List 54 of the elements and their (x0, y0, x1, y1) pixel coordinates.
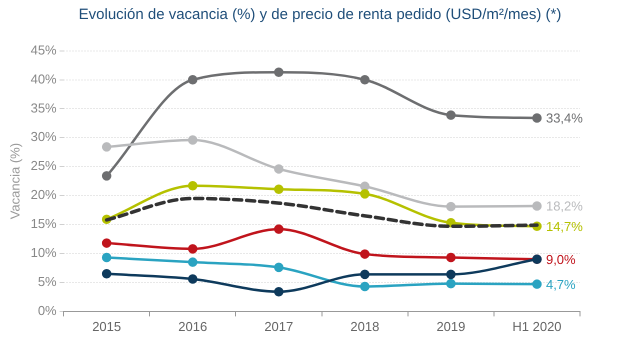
point (102, 269, 112, 279)
point (360, 182, 370, 192)
y-tick-label: 15% (30, 216, 58, 232)
data-label: 4,7% (546, 276, 576, 292)
data-label: 9,0% (546, 252, 576, 267)
y-tick-label: 45% (30, 42, 58, 58)
point (274, 67, 284, 77)
point (188, 274, 198, 284)
x-tick-label: 2019 (436, 318, 466, 334)
point (360, 75, 370, 85)
y-tick-label: 35% (30, 100, 58, 116)
point (446, 110, 456, 120)
x-tick-label: H1 2020 (512, 318, 562, 334)
point (188, 180, 198, 190)
y-tick-label: 5% (38, 274, 58, 290)
point (102, 238, 112, 248)
data-label: 33,4% (546, 110, 584, 126)
y-tick-label: 30% (30, 129, 58, 144)
point (360, 189, 370, 199)
point (446, 278, 456, 288)
x-tick-label: 2017 (264, 318, 294, 334)
point (446, 270, 456, 280)
y-tick-label: 40% (30, 71, 58, 86)
y-axis-title: Vacancia (%) (7, 142, 22, 220)
point (532, 279, 542, 289)
data-label: 18,2% (546, 198, 584, 214)
point (360, 270, 370, 280)
point (274, 224, 284, 234)
y-tick-label: 25% (30, 158, 58, 174)
point (532, 201, 542, 211)
point (188, 257, 198, 267)
data-label: 14,7% (546, 218, 584, 234)
y-tick-label: 0% (38, 302, 58, 318)
x-tick-label: 2018 (350, 318, 380, 334)
y-tick-label: 10% (30, 245, 58, 260)
point (274, 184, 284, 194)
point (360, 282, 370, 292)
point (188, 135, 198, 145)
point (274, 262, 284, 272)
x-tick-label: 2015 (92, 318, 122, 334)
point (102, 171, 112, 181)
point (274, 164, 284, 174)
point (446, 252, 456, 262)
chart-title: Evolución de vacancia (%) y de precio de renta pedido (USD/m²/mes) (*) (78, 6, 562, 23)
point (446, 202, 456, 212)
point (188, 244, 198, 254)
y-tick-label: 20% (30, 187, 58, 202)
point (274, 286, 284, 296)
point (102, 142, 112, 152)
x-tick-label: 2016 (178, 318, 208, 334)
point (360, 249, 370, 259)
point (532, 113, 542, 123)
point (188, 75, 198, 85)
point (102, 252, 112, 262)
